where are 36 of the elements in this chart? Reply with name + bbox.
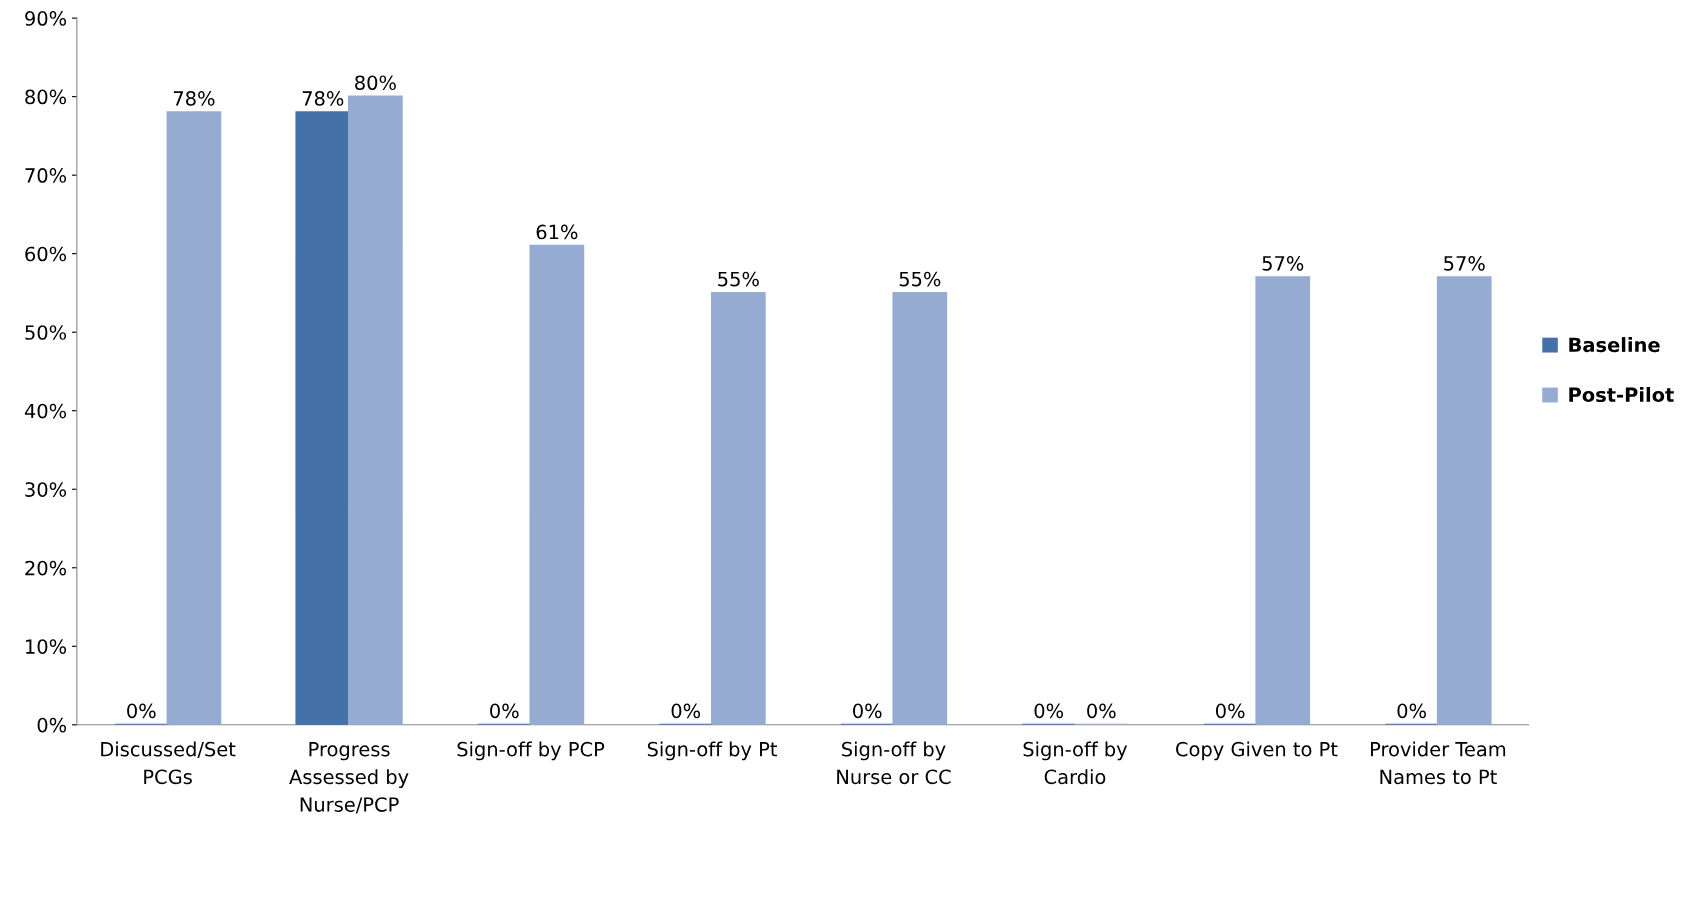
data-label: 57% — [1444, 255, 1485, 271]
data-label: 78% — [302, 91, 344, 106]
data-label: 0% — [671, 703, 701, 719]
y-tick-label: 10% — [26, 639, 67, 654]
data-label: 78% — [173, 91, 215, 106]
data-label: 0% — [853, 703, 882, 719]
legend-label: Baseline — [1569, 337, 1660, 353]
data-label: 0% — [1397, 703, 1426, 719]
data-label: 57% — [1262, 255, 1304, 271]
y-tick-label: 40% — [24, 403, 67, 419]
x-tick-label: Copy Given to Pt — [1176, 741, 1338, 761]
data-label: 0% — [1087, 703, 1116, 719]
x-tick-label: Provider Team Names to Pt — [1371, 741, 1506, 785]
x-tick-label: Sign-off by PCP — [457, 741, 605, 761]
data-label: 0% — [127, 703, 156, 719]
data-label: 0% — [1215, 703, 1245, 719]
y-tick-label: 80% — [25, 89, 67, 105]
legend-label: Post-Pilot — [1569, 387, 1674, 403]
y-tick-label: 90% — [25, 11, 67, 26]
data-label: 0% — [1034, 703, 1064, 719]
data-label: 80% — [355, 75, 396, 91]
data-label: 55% — [718, 271, 759, 287]
data-label: 61% — [536, 224, 578, 240]
y-tick-label: 50% — [25, 325, 67, 340]
y-tick-label: 30% — [25, 482, 67, 497]
x-tick-label: Discussed/Set PCGs — [101, 741, 236, 785]
x-tick-label: Sign-off by Nurse or CC — [837, 741, 951, 785]
y-tick-label: 70% — [25, 168, 67, 183]
data-label: 55% — [899, 271, 941, 287]
x-tick-label: Sign-off by Cardio — [1023, 741, 1128, 785]
y-tick-label: 20% — [25, 560, 67, 576]
data-label: 0% — [490, 703, 519, 719]
x-tick-label: Sign-off by Pt — [647, 741, 778, 761]
x-tick-label: Progress Assessed by Nurse/PCP — [289, 742, 409, 814]
y-tick-label: 60% — [25, 246, 67, 262]
y-tick-label: 0% — [37, 717, 67, 733]
